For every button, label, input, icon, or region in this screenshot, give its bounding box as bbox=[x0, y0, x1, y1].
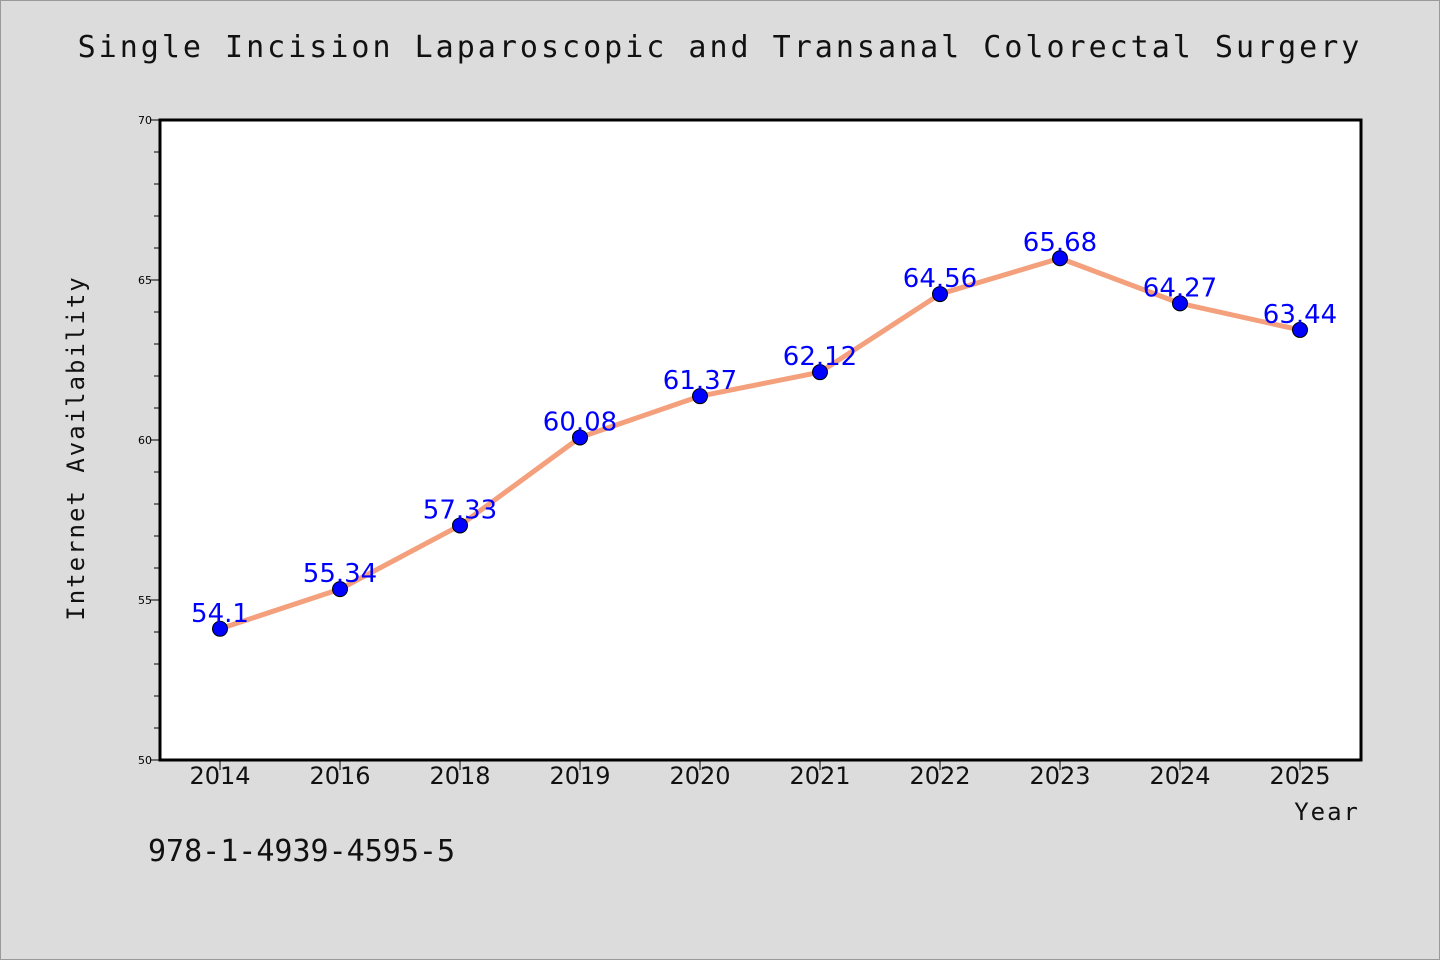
y-tick-label: 50 bbox=[138, 754, 152, 767]
data-point bbox=[212, 620, 228, 637]
data-label: 63.44 bbox=[1263, 300, 1337, 330]
data-label: 61.37 bbox=[663, 366, 737, 396]
data-point bbox=[1172, 295, 1188, 312]
y-tick-label: 60 bbox=[138, 434, 152, 447]
data-label: 54.1 bbox=[191, 599, 249, 629]
data-label: 64.56 bbox=[903, 264, 977, 294]
plot-area bbox=[158, 118, 1363, 762]
data-point bbox=[332, 581, 348, 598]
chart-title: Single Incision Laparoscopic and Transan… bbox=[77, 30, 1363, 65]
x-tick-label: 2014 bbox=[189, 762, 250, 790]
data-label: 64.27 bbox=[1143, 273, 1217, 303]
x-tick-label: 2025 bbox=[1269, 762, 1330, 790]
data-label: 60.08 bbox=[543, 407, 617, 437]
y-axis: 50 55 60 65 70 bbox=[138, 114, 160, 767]
data-point bbox=[692, 388, 708, 405]
x-tick-label: 2018 bbox=[429, 762, 490, 790]
data-points bbox=[212, 250, 1308, 637]
x-tick-label: 2019 bbox=[549, 762, 610, 790]
y-tick-label: 65 bbox=[138, 274, 152, 287]
data-label: 62.12 bbox=[783, 342, 857, 372]
y-axis-label: Internet Availability bbox=[62, 275, 90, 620]
isbn-text: 978-1-4939-4595-5 bbox=[148, 834, 456, 869]
x-tick-label: 2016 bbox=[309, 762, 370, 790]
x-axis-label: Year bbox=[1294, 798, 1360, 826]
x-tick-label: 2023 bbox=[1029, 762, 1090, 790]
y-tick-label: 70 bbox=[138, 114, 152, 127]
series-line bbox=[217, 255, 1303, 632]
data-labels: 54.1 55.34 57.33 60.08 61.37 62.12 64.56 65.68 6… bbox=[191, 228, 1337, 629]
x-tick-label: 2024 bbox=[1149, 762, 1210, 790]
x-tick-label: 2022 bbox=[909, 762, 970, 790]
data-point bbox=[572, 429, 588, 446]
data-point bbox=[1292, 321, 1308, 338]
data-point bbox=[1052, 250, 1068, 267]
x-tick-label: 2020 bbox=[669, 762, 730, 790]
data-point bbox=[932, 286, 948, 303]
x-axis: 2014 2016 2018 2019 2020 2021 2022 2023 2024 2025 bbox=[189, 760, 1331, 790]
data-label: 57.33 bbox=[423, 495, 497, 525]
data-point bbox=[812, 364, 828, 381]
y-tick-label: 55 bbox=[138, 594, 152, 607]
data-label: 55.34 bbox=[303, 559, 377, 589]
data-point bbox=[452, 517, 468, 534]
data-label: 65.68 bbox=[1023, 228, 1097, 258]
x-tick-label: 2021 bbox=[789, 762, 850, 790]
